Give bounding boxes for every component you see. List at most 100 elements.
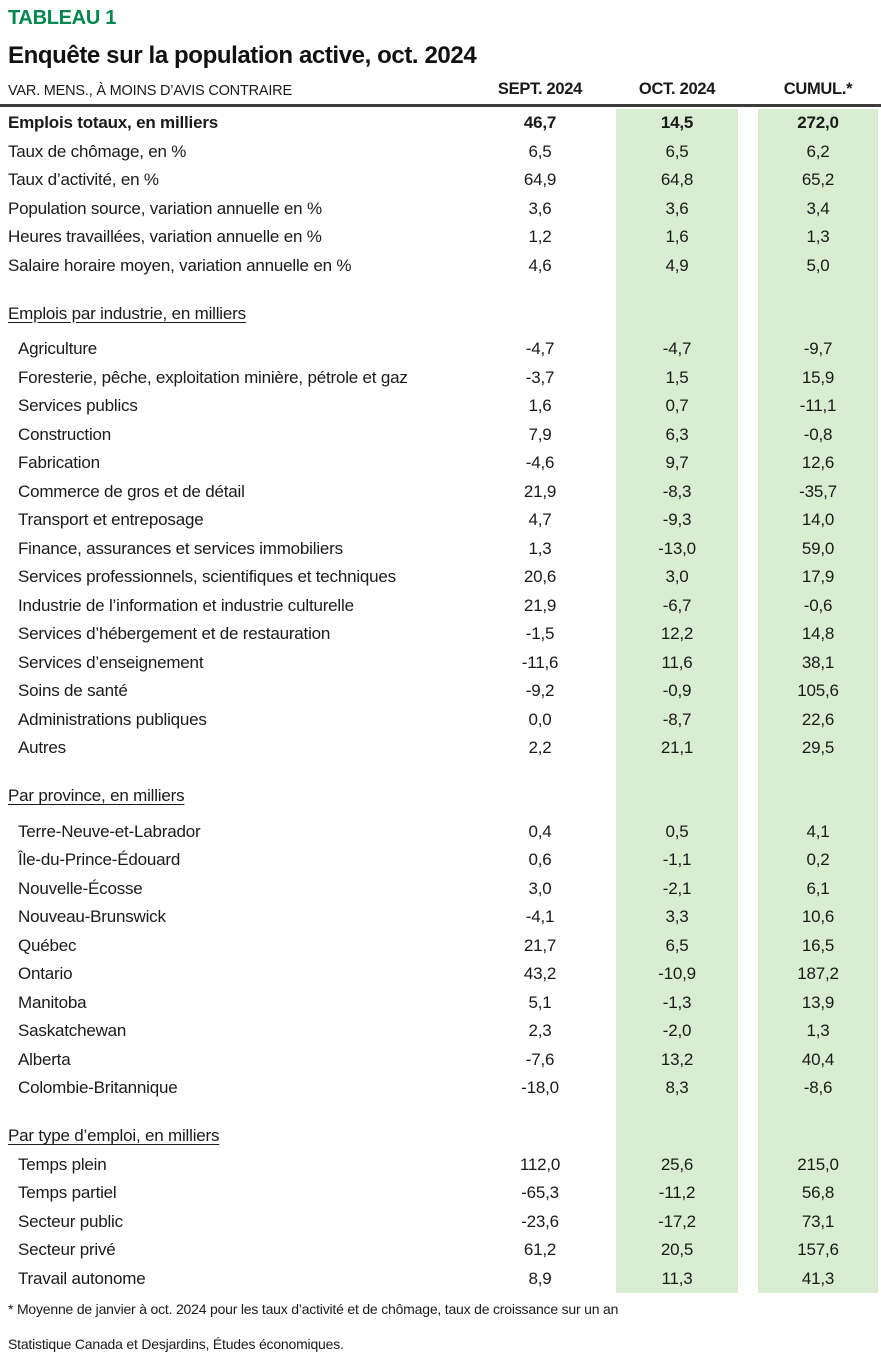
cell-oct-2024: -13,0 <box>658 538 696 558</box>
table-row: Colombie-Britannique -18,0 8,3 -8,6 <box>0 1074 881 1103</box>
header-rule <box>0 104 881 107</box>
row-label: Transport et entreposage <box>18 510 204 530</box>
cell-sept-2024: 112,0 <box>519 1154 561 1174</box>
cell-cumul: 14,8 <box>801 624 835 644</box>
row-label: Colombie-Britannique <box>18 1078 178 1098</box>
cell-oct-2024: 21,1 <box>660 738 694 758</box>
table-row: Nouvelle-Écosse 3,0 -2,1 6,1 <box>0 875 881 904</box>
cell-oct-2024: 12,2 <box>660 624 694 644</box>
cell-sept-2024: -9,2 <box>525 681 555 701</box>
row-label: Temps plein <box>18 1154 107 1174</box>
cell-oct-2024: -10,9 <box>658 964 696 984</box>
cell-sept-2024: 4,7 <box>528 510 552 530</box>
cell-cumul: 12,6 <box>801 453 835 473</box>
cell-sept-2024: 7,9 <box>528 424 552 444</box>
row-label: Fabrication <box>18 453 100 473</box>
cell-sept-2024: 43,2 <box>523 964 557 984</box>
cell-oct-2024: 11,3 <box>661 1268 693 1288</box>
cell-cumul: 41,3 <box>801 1268 835 1288</box>
cell-oct-2024: 0,7 <box>665 396 689 416</box>
row-label: Finance, assurances et services immobili… <box>18 538 343 558</box>
row-label: Alberta <box>18 1049 71 1069</box>
cell-cumul: 59,0 <box>801 538 835 558</box>
row-label: Secteur privé <box>18 1240 116 1260</box>
row-label: Secteur public <box>18 1211 123 1231</box>
row-label: Administrations publiques <box>18 709 207 729</box>
cell-sept-2024: 0,6 <box>528 850 552 870</box>
cell-cumul: -8,6 <box>803 1078 833 1098</box>
table-row: Secteur privé 61,2 20,5 157,6 <box>0 1236 881 1265</box>
cell-cumul: -0,8 <box>803 424 833 444</box>
cell-sept-2024: 46,7 <box>523 113 557 133</box>
cell-oct-2024: 3,3 <box>665 907 689 927</box>
table-row: Heures travaillées, variation annuelle e… <box>0 223 881 252</box>
cell-sept-2024: -18,0 <box>521 1078 559 1098</box>
cell-sept-2024: 2,2 <box>528 738 552 758</box>
table-tag: TABLEAU 1 <box>8 7 117 29</box>
table-row: Industrie de l’information et industrie … <box>0 592 881 621</box>
cell-cumul: 16,5 <box>801 935 835 955</box>
cell-oct-2024: -2,0 <box>662 1021 692 1041</box>
cell-cumul: 105,6 <box>797 681 839 701</box>
cell-sept-2024: -7,6 <box>525 1049 555 1069</box>
section-heading: Emplois par industrie, en milliers <box>8 303 246 323</box>
cell-sept-2024: 5,1 <box>528 992 552 1012</box>
cell-cumul: 6,2 <box>806 141 830 161</box>
row-label: Taux de chômage, en % <box>8 141 187 161</box>
section-heading: Par province, en milliers <box>8 786 185 806</box>
cell-sept-2024: 61,2 <box>523 1240 557 1260</box>
table-header-row: VAR. MENS., À MOINS D’AVIS CONTRAIRE SEP… <box>0 80 881 104</box>
cell-oct-2024: -1,3 <box>662 992 692 1012</box>
row-label: Services d’enseignement <box>18 652 204 672</box>
cell-oct-2024: 11,6 <box>661 652 693 672</box>
cell-cumul: 56,8 <box>801 1183 835 1203</box>
row-label: Soins de santé <box>18 681 128 701</box>
cell-sept-2024: -65,3 <box>521 1183 559 1203</box>
cell-cumul: 4,1 <box>806 821 830 841</box>
row-label: Autres <box>18 738 66 758</box>
cell-oct-2024: -17,2 <box>658 1211 696 1231</box>
cell-cumul: 29,5 <box>801 738 835 758</box>
cell-sept-2024: 4,6 <box>528 255 552 275</box>
cell-sept-2024: 0,0 <box>528 709 552 729</box>
cell-oct-2024: 1,6 <box>665 227 689 247</box>
cell-oct-2024: -8,3 <box>662 481 692 501</box>
cell-oct-2024: 0,5 <box>665 821 689 841</box>
table-row: Autres 2,2 21,1 29,5 <box>0 734 881 763</box>
row-label: Services publics <box>18 396 138 416</box>
heading-gap <box>0 328 881 335</box>
cell-cumul: 10,6 <box>801 907 835 927</box>
cell-oct-2024: 6,5 <box>665 141 689 161</box>
cell-oct-2024: 20,5 <box>660 1240 694 1260</box>
row-label: Taux d’activité, en % <box>8 170 159 190</box>
table-row: Temps plein 112,0 25,6 215,0 <box>0 1151 881 1180</box>
cell-oct-2024: 13,2 <box>660 1049 694 1069</box>
table-row: Saskatchewan 2,3 -2,0 1,3 <box>0 1017 881 1046</box>
cell-sept-2024: 3,6 <box>528 198 552 218</box>
row-label: Population source, variation annuelle en… <box>8 198 322 218</box>
cell-oct-2024: 1,5 <box>665 367 689 387</box>
cell-sept-2024: -4,7 <box>525 339 555 359</box>
row-label: Emplois totaux, en milliers <box>8 113 218 133</box>
cell-cumul: -9,7 <box>803 339 833 359</box>
cell-sept-2024: 1,6 <box>528 396 552 416</box>
cell-cumul: 187,2 <box>797 964 839 984</box>
cell-sept-2024: 6,5 <box>528 141 552 161</box>
cell-cumul: 1,3 <box>806 227 830 247</box>
cell-oct-2024: -6,7 <box>662 595 692 615</box>
cell-cumul: 1,3 <box>806 1021 830 1041</box>
table-row: Taux d’activité, en % 64,9 64,8 65,2 <box>0 166 881 195</box>
section-gap <box>0 280 881 300</box>
row-label: Heures travaillées, variation annuelle e… <box>8 227 322 247</box>
cell-sept-2024: 20,6 <box>523 567 557 587</box>
cell-sept-2024: -23,6 <box>521 1211 559 1231</box>
cell-cumul: 73,1 <box>801 1211 835 1231</box>
section-heading-row: Par province, en milliers <box>0 782 881 811</box>
footnote-asterisk: * Moyenne de janvier à oct. 2024 pour le… <box>8 1301 619 1317</box>
table-row: Transport et entreposage 4,7 -9,3 14,0 <box>0 506 881 535</box>
cell-cumul: 5,0 <box>806 255 830 275</box>
cell-cumul: -11,1 <box>799 396 837 416</box>
table-row: Fabrication -4,6 9,7 12,6 <box>0 449 881 478</box>
cell-sept-2024: -4,6 <box>525 453 555 473</box>
cell-sept-2024: 0,4 <box>528 821 552 841</box>
